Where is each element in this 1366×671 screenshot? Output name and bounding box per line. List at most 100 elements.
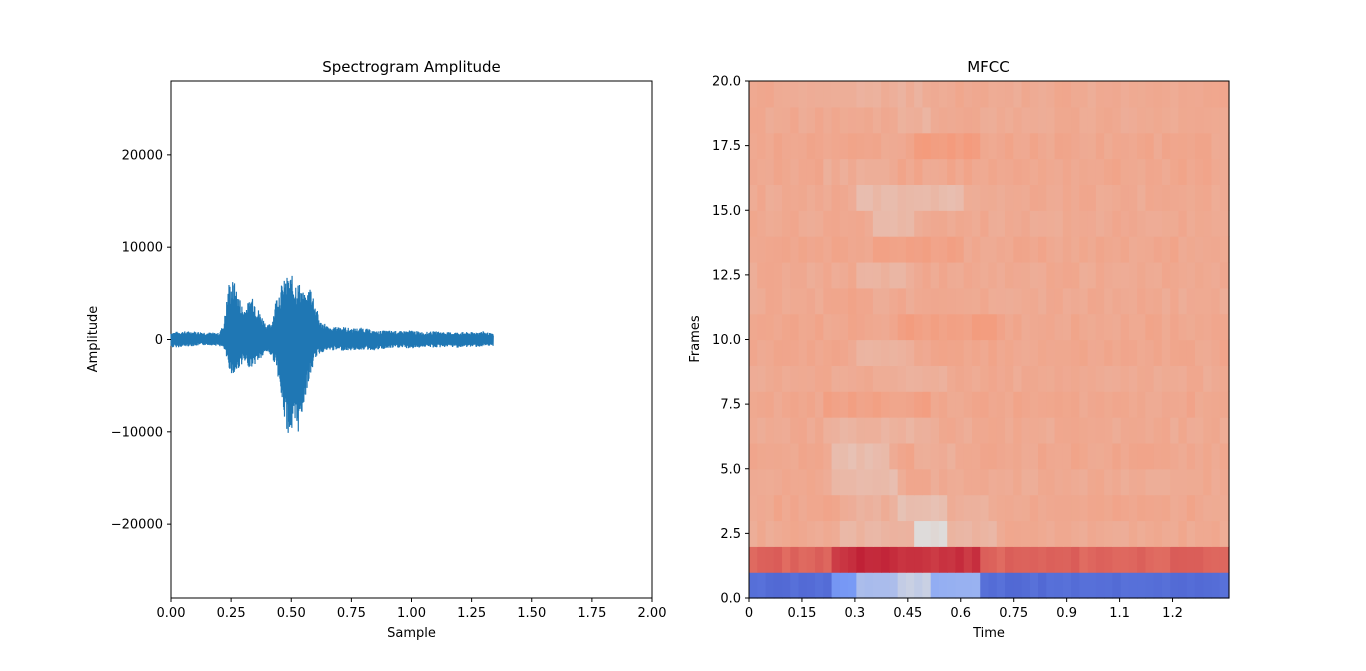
mfcc-cell	[947, 236, 957, 263]
mfcc-cell	[757, 261, 767, 289]
mfcc-cell	[1153, 236, 1163, 263]
mfcc-cell	[773, 184, 783, 211]
mfcc-cell	[1145, 106, 1155, 134]
mfcc-cell	[1087, 546, 1097, 573]
mfcc-cell	[1145, 313, 1155, 341]
mfcc-cell	[1128, 158, 1138, 185]
mfcc-cell	[798, 417, 808, 444]
mfcc-cell	[963, 81, 973, 108]
mfcc-cell	[1038, 132, 1047, 160]
mfcc-cell	[1178, 313, 1188, 341]
mfcc-cell	[1112, 365, 1122, 392]
mfcc-cell	[881, 391, 890, 418]
mfcc-cell	[1104, 158, 1113, 185]
mfcc-cell	[971, 417, 981, 444]
mfcc-cell	[1128, 261, 1138, 289]
mfcc-cell	[757, 132, 767, 160]
mfcc-cell	[864, 81, 874, 108]
mfcc-cell	[1137, 339, 1147, 366]
mfcc-cell	[955, 261, 965, 289]
mfcc-cell	[1128, 287, 1138, 315]
mfcc-cell	[798, 184, 808, 211]
mfcc-cell	[963, 468, 973, 496]
mfcc-cell	[1120, 520, 1130, 547]
mfcc-cell	[782, 391, 791, 418]
mfcc-cell	[1062, 417, 1072, 444]
mfcc-cell	[765, 313, 775, 341]
mfcc-cell	[839, 442, 849, 470]
mfcc-cell	[1170, 184, 1180, 211]
mfcc-cell	[1104, 442, 1113, 470]
mfcc-cell	[1153, 106, 1163, 134]
mfcc-cell	[1161, 132, 1171, 160]
mfcc-cell	[749, 417, 758, 444]
mfcc-cell	[947, 442, 957, 470]
mfcc-cell	[790, 313, 800, 341]
mfcc-cell	[1062, 236, 1072, 263]
mfcc-cell	[1087, 210, 1097, 237]
mfcc-cell	[881, 106, 890, 134]
mfcc-cell	[839, 494, 849, 522]
mfcc-cell	[1079, 158, 1089, 185]
mfcc-cell	[806, 365, 816, 392]
mfcc-cell	[1029, 287, 1039, 315]
mfcc-cell	[1128, 391, 1138, 418]
mfcc-cell	[864, 210, 874, 237]
mfcc-x-ticks: 0 0.15 0.3 0.45 0.6 0.75 0.9 1.1 1.2	[745, 598, 1183, 621]
mfcc-cell	[749, 442, 758, 470]
mfcc-cell	[839, 236, 849, 263]
mfcc-cell	[1211, 132, 1221, 160]
mfcc-cell	[823, 106, 833, 134]
mfcc-cell	[988, 132, 998, 160]
mfcc-cell	[914, 132, 924, 160]
mfcc-cell	[864, 442, 874, 470]
mfcc-cell	[765, 287, 775, 315]
mfcc-cell	[1203, 339, 1213, 366]
mfcc-cell	[823, 339, 833, 366]
amplitude-y-ticks: 20000 10000 0 −10000 −20000	[111, 148, 171, 533]
mfcc-cell	[872, 158, 882, 185]
mfcc-cell	[1046, 442, 1056, 470]
mfcc-cell	[848, 520, 857, 547]
mfcc-cell	[848, 572, 857, 599]
mfcc-cell	[831, 391, 841, 418]
mfcc-cell	[782, 546, 791, 573]
mfcc-cell	[1104, 261, 1113, 289]
mfcc-cell	[765, 236, 775, 263]
mfcc-cell	[1203, 236, 1213, 263]
mfcc-cell	[1112, 81, 1122, 108]
mfcc-cell	[980, 520, 990, 547]
mfcc-cell	[765, 442, 775, 470]
mfcc-cell	[749, 287, 758, 315]
mfcc-cell	[749, 81, 758, 108]
mfcc-cell	[1013, 236, 1023, 263]
mfcc-cell	[782, 494, 791, 522]
mfcc-cell	[839, 261, 849, 289]
mfcc-cell	[1203, 546, 1213, 573]
mfcc-cell	[988, 442, 998, 470]
mfcc-cell	[798, 106, 808, 134]
mfcc-cell	[790, 236, 800, 263]
mfcc-cell	[1038, 546, 1047, 573]
mfcc-cell	[782, 572, 791, 599]
mfcc-cell	[1021, 417, 1031, 444]
mfcc-cell	[971, 287, 981, 315]
mfcc-cell	[889, 494, 899, 522]
mfcc-cell	[1145, 365, 1155, 392]
mfcc-cell	[938, 572, 948, 599]
mfcc-cell	[1194, 417, 1204, 444]
mfcc-cell	[1128, 468, 1138, 496]
mfcc-cell	[1029, 494, 1039, 522]
mfcc-cell	[1104, 494, 1113, 522]
mfcc-cell	[1046, 520, 1056, 547]
mfcc-cell	[889, 313, 899, 341]
mfcc-cell	[798, 468, 808, 496]
mfcc-cell	[1186, 417, 1196, 444]
mfcc-cell	[980, 287, 990, 315]
mfcc-cell	[1079, 391, 1089, 418]
mfcc-cell	[765, 210, 775, 237]
mfcc-cell	[947, 494, 957, 522]
mfcc-cell	[1021, 391, 1031, 418]
mfcc-cell	[773, 442, 783, 470]
mfcc-cell	[864, 546, 874, 573]
